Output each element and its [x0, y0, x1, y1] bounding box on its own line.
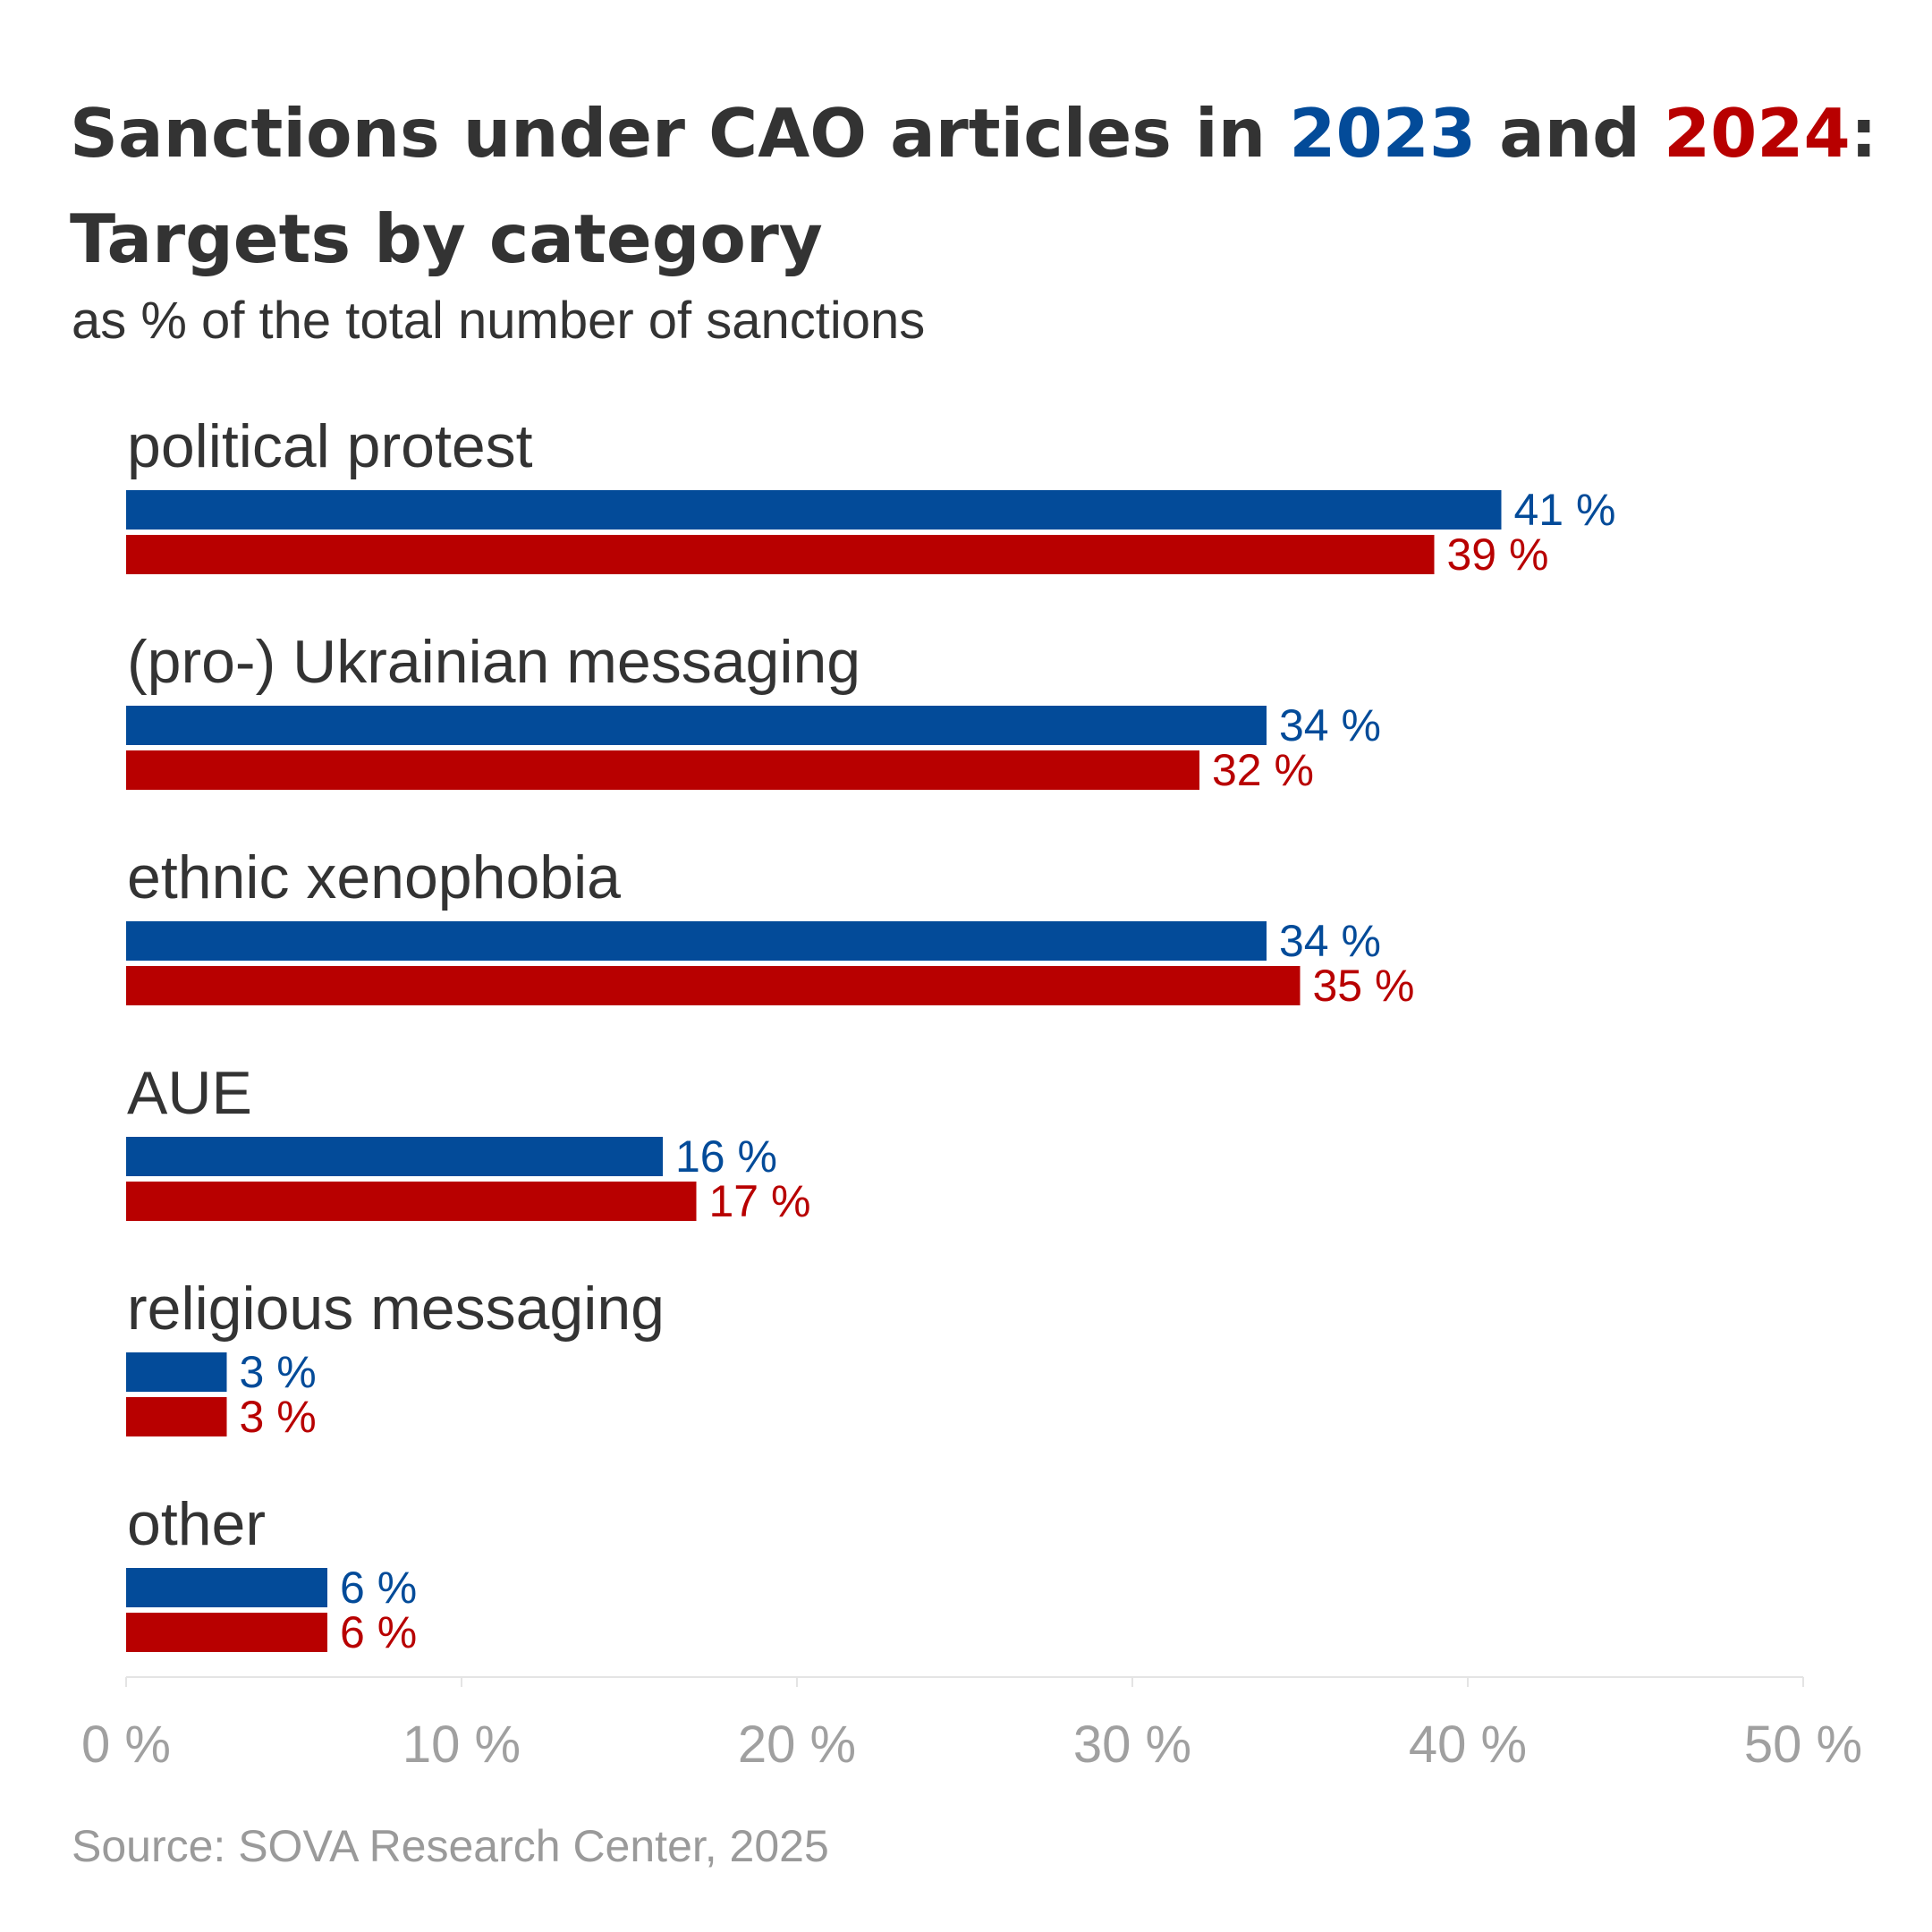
x-tick-label: 40 % [1409, 1716, 1527, 1774]
value-label-2023: 6 % [340, 1563, 417, 1613]
bar-2024 [126, 966, 1301, 1005]
x-tick-label: 30 % [1073, 1716, 1191, 1774]
value-label-2024: 39 % [1447, 530, 1549, 580]
value-label-2023: 41 % [1514, 485, 1616, 535]
title-suffix: : [1850, 94, 1877, 173]
value-label-2023: 3 % [240, 1347, 317, 1397]
bar-2024 [126, 750, 1199, 790]
value-label-2024: 6 % [340, 1607, 417, 1657]
value-label-2024: 32 % [1212, 745, 1314, 795]
value-label-2023: 16 % [675, 1131, 777, 1182]
x-tick-label: 20 % [738, 1716, 856, 1774]
bar-2023 [126, 921, 1267, 961]
title-middle: and [1476, 94, 1664, 173]
bar-2024 [126, 1613, 327, 1652]
category-label: political protest [127, 412, 533, 480]
x-tick-label: 10 % [402, 1716, 521, 1774]
bar-2024 [126, 1397, 227, 1436]
category-label: ethnic xenophobia [127, 843, 621, 911]
bar-2023 [126, 706, 1267, 745]
value-label-2024: 3 % [240, 1392, 317, 1442]
title-prefix: Sanctions under CAO articles in [70, 94, 1290, 173]
bar-2023 [126, 490, 1502, 530]
bar-2024 [126, 1182, 697, 1221]
category-label: religious messaging [127, 1275, 665, 1343]
x-tick-label: 50 % [1744, 1716, 1862, 1774]
bar-2023 [126, 1352, 227, 1392]
title-line2: Targets by category [70, 199, 823, 278]
category-label: AUE [127, 1059, 252, 1127]
category-label: other [127, 1490, 266, 1558]
bar-2024 [126, 535, 1435, 574]
bar-2023 [126, 1568, 327, 1607]
title-year-2024: 2024 [1663, 94, 1851, 173]
chart-subtitle: as % of the total number of sanctions [72, 292, 926, 350]
category-label: (pro-) Ukrainian messaging [127, 628, 860, 696]
value-label-2023: 34 % [1279, 916, 1381, 966]
value-label-2024: 35 % [1313, 961, 1415, 1011]
title-year-2023: 2023 [1289, 94, 1477, 173]
x-tick-label: 0 % [81, 1716, 171, 1774]
value-label-2024: 17 % [709, 1176, 811, 1226]
chart-title: Sanctions under CAO articles in 2023 and… [70, 80, 1894, 292]
value-label-2023: 34 % [1279, 700, 1381, 750]
source-note: Source: SOVA Research Center, 2025 [72, 1821, 829, 1871]
bar-2023 [126, 1137, 663, 1176]
